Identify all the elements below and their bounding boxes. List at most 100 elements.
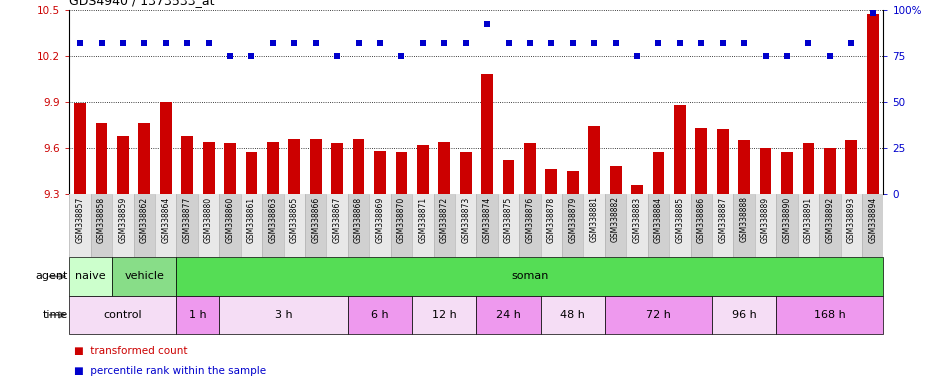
Text: control: control	[104, 310, 142, 320]
Text: GSM338882: GSM338882	[611, 197, 620, 242]
Bar	[755, 194, 776, 257]
Bar	[331, 143, 343, 194]
Bar	[139, 123, 150, 194]
Text: vehicle: vehicle	[124, 271, 165, 281]
Bar	[112, 257, 177, 296]
Text: GSM338866: GSM338866	[311, 197, 320, 243]
Bar	[712, 194, 734, 257]
Text: GSM338890: GSM338890	[783, 197, 792, 243]
Bar	[734, 194, 755, 257]
Bar	[112, 194, 133, 257]
Point	[437, 40, 451, 46]
Text: 6 h: 6 h	[371, 310, 388, 320]
Bar	[567, 171, 579, 194]
Bar	[177, 257, 883, 296]
Point	[352, 40, 366, 46]
Point	[865, 10, 880, 17]
Point	[736, 40, 751, 46]
Text: GSM338887: GSM338887	[718, 197, 727, 243]
Text: GSM338870: GSM338870	[397, 197, 406, 243]
Bar	[413, 194, 434, 257]
Text: GSM338886: GSM338886	[697, 197, 706, 243]
Bar	[69, 257, 112, 296]
Text: GSM338860: GSM338860	[226, 197, 235, 243]
Bar	[289, 139, 301, 194]
Bar	[862, 194, 883, 257]
Text: time: time	[43, 310, 68, 320]
Bar	[797, 194, 820, 257]
Bar	[674, 105, 685, 194]
Bar	[434, 194, 455, 257]
Point	[844, 40, 858, 46]
Text: GSM338880: GSM338880	[204, 197, 213, 243]
Bar	[390, 194, 413, 257]
Text: GSM338858: GSM338858	[97, 197, 106, 243]
Point	[544, 40, 559, 46]
Bar	[717, 129, 729, 194]
Bar	[245, 152, 257, 194]
Text: GSM338883: GSM338883	[633, 197, 642, 243]
Point	[394, 53, 409, 59]
Bar	[562, 194, 584, 257]
Bar	[759, 148, 771, 194]
Text: GSM338859: GSM338859	[118, 197, 128, 243]
Bar	[348, 296, 413, 334]
Bar	[738, 140, 750, 194]
Text: 48 h: 48 h	[561, 310, 586, 320]
Text: GSM338857: GSM338857	[76, 197, 84, 243]
Bar	[605, 194, 626, 257]
Text: GSM338888: GSM338888	[740, 197, 748, 242]
Bar	[524, 143, 536, 194]
Bar	[546, 169, 557, 194]
Bar	[417, 145, 428, 194]
Point	[780, 53, 795, 59]
Bar	[95, 123, 107, 194]
Text: GSM338874: GSM338874	[483, 197, 491, 243]
Bar	[867, 14, 879, 194]
Point	[179, 40, 194, 46]
Point	[329, 53, 344, 59]
Bar	[652, 152, 664, 194]
Text: GSM338889: GSM338889	[761, 197, 770, 243]
Point	[73, 40, 88, 46]
Bar	[476, 296, 540, 334]
Bar	[824, 148, 835, 194]
Bar	[117, 136, 129, 194]
Bar	[781, 152, 793, 194]
Text: GSM338868: GSM338868	[354, 197, 363, 243]
Text: GSM338873: GSM338873	[462, 197, 470, 243]
Text: GSM338878: GSM338878	[547, 197, 556, 243]
Bar	[691, 194, 712, 257]
Point	[308, 40, 323, 46]
Bar	[374, 151, 386, 194]
Text: GSM338864: GSM338864	[161, 197, 170, 243]
Point	[523, 40, 537, 46]
Bar	[369, 194, 390, 257]
Text: 12 h: 12 h	[432, 310, 457, 320]
Text: 24 h: 24 h	[496, 310, 521, 320]
Text: GSM338885: GSM338885	[675, 197, 684, 243]
Bar	[631, 185, 643, 194]
Point	[158, 40, 173, 46]
Bar	[626, 194, 647, 257]
Point	[822, 53, 837, 59]
Bar	[498, 194, 519, 257]
Bar	[181, 136, 193, 194]
Bar	[610, 166, 622, 194]
Bar	[305, 194, 327, 257]
Bar	[481, 74, 493, 194]
Point	[480, 21, 495, 27]
Bar	[502, 160, 514, 194]
Point	[609, 40, 623, 46]
Bar	[177, 296, 219, 334]
Point	[373, 40, 388, 46]
Point	[244, 53, 259, 59]
Text: GSM338861: GSM338861	[247, 197, 256, 243]
Bar	[91, 194, 112, 257]
Bar	[584, 194, 605, 257]
Bar	[803, 143, 814, 194]
Bar	[605, 296, 712, 334]
Bar	[820, 194, 841, 257]
Bar	[198, 194, 219, 257]
Point	[565, 40, 580, 46]
